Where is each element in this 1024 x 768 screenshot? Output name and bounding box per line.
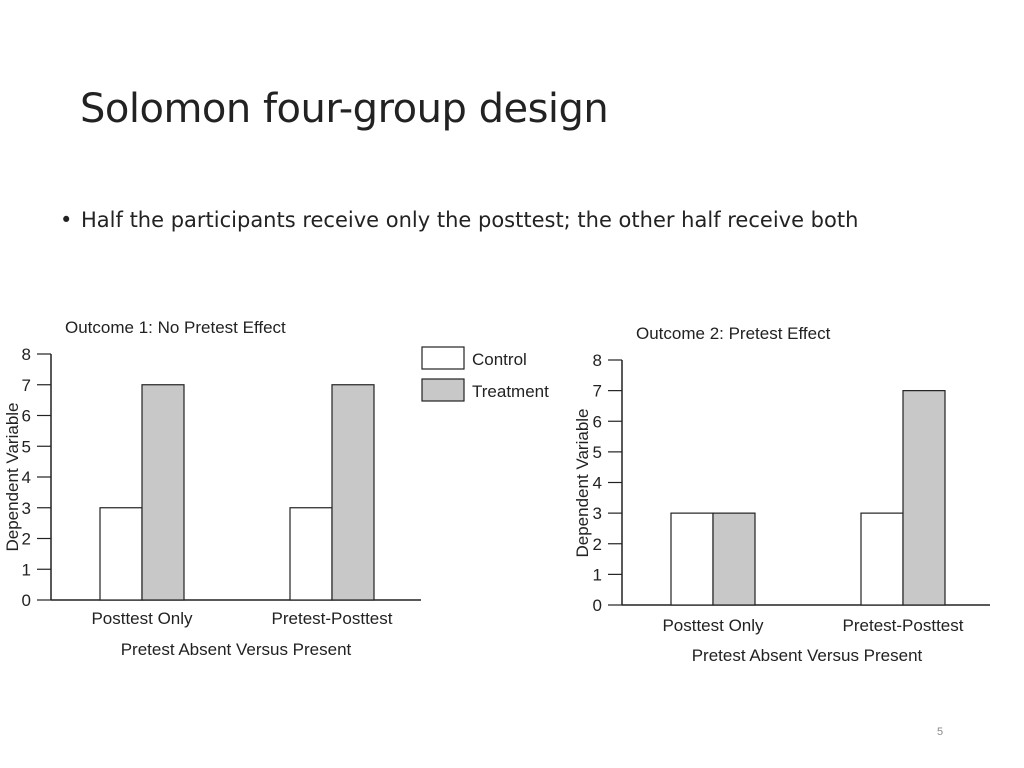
y-tick-label: 3 — [22, 499, 31, 518]
chart-outcome-1: Outcome 1: No Pretest Effect Dependent V… — [3, 318, 549, 659]
y-tick-label: 4 — [22, 468, 31, 487]
slide-title: Solomon four-group design — [80, 86, 609, 132]
bar-treatment — [712, 512, 756, 606]
x-tick-label: Pretest-Posttest — [272, 609, 393, 628]
x-tick-label: Pretest-Posttest — [843, 616, 964, 635]
x-ticks: Posttest Only Pretest-Posttest — [91, 609, 392, 628]
chart-title: Outcome 1: No Pretest Effect — [65, 318, 286, 337]
y-ticks: 0 1 2 3 4 5 6 7 8 — [22, 345, 51, 610]
legend-swatch-control — [421, 346, 465, 370]
bar-treatment — [331, 384, 375, 601]
bar-control — [860, 512, 904, 606]
bullet-list: Half the participants receive only the p… — [60, 204, 940, 236]
bullet-item: Half the participants receive only the p… — [60, 204, 940, 236]
y-axis-label: Dependent Variable — [3, 402, 22, 551]
bar-control — [670, 512, 714, 606]
legend-swatch-treatment — [421, 378, 465, 402]
y-tick-label: 4 — [593, 474, 602, 493]
slide-number: 5 — [936, 726, 944, 738]
y-tick-label: 1 — [593, 565, 602, 584]
bar-treatment — [902, 390, 946, 606]
y-tick-label: 0 — [593, 596, 602, 615]
y-tick-label: 3 — [593, 504, 602, 523]
y-ticks: 0 1 2 3 4 5 6 7 8 — [593, 351, 622, 615]
y-tick-label: 8 — [22, 345, 31, 364]
bar-treatment — [141, 384, 185, 601]
x-axis-label: Pretest Absent Versus Present — [121, 640, 352, 659]
legend-label-control: Control — [472, 350, 527, 369]
y-tick-label: 8 — [593, 351, 602, 370]
x-ticks: Posttest Only Pretest-Posttest — [662, 616, 963, 635]
y-tick-label: 7 — [22, 376, 31, 395]
y-tick-label: 7 — [593, 382, 602, 401]
bar-control — [99, 507, 143, 601]
x-axis-label: Pretest Absent Versus Present — [692, 646, 923, 665]
y-tick-label: 5 — [22, 437, 31, 456]
bars — [99, 384, 375, 601]
chart-title: Outcome 2: Pretest Effect — [636, 324, 831, 343]
legend-label-treatment: Treatment — [472, 382, 549, 401]
y-tick-label: 5 — [593, 443, 602, 462]
y-tick-label: 2 — [593, 535, 602, 554]
y-tick-label: 0 — [22, 591, 31, 610]
x-tick-label: Posttest Only — [662, 616, 764, 635]
x-tick-label: Posttest Only — [91, 609, 193, 628]
y-tick-label: 1 — [22, 560, 31, 579]
legend: Control Treatment — [421, 346, 549, 402]
y-tick-label: 6 — [593, 412, 602, 431]
bar-control — [289, 507, 333, 601]
y-axis-label: Dependent Variable — [573, 408, 592, 557]
bars — [670, 390, 946, 606]
y-tick-label: 6 — [22, 407, 31, 426]
chart-outcome-2: Outcome 2: Pretest Effect Dependent Vari… — [573, 324, 990, 665]
y-tick-label: 2 — [22, 530, 31, 549]
